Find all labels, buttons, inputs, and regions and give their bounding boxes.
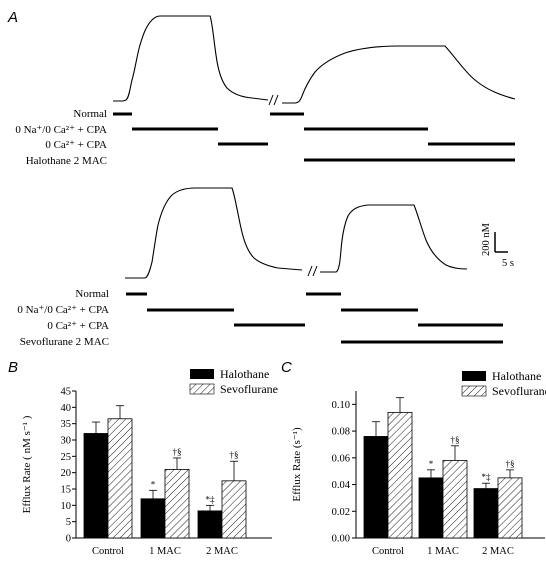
top-protocol: Normal 0 Na⁺/0 Ca²⁺ + CPA 0 Ca²⁺ + CPA H…	[15, 108, 515, 167]
significance-mark: *‡	[482, 472, 492, 482]
scale-bar-y-label: 200 nM	[481, 222, 492, 256]
bar-sevoflurane	[164, 468, 190, 539]
panel-c-chart: C 0.00 0.02 0.04 0.06 0.08 0.10 Efflux Rate (s⁻…	[281, 359, 546, 557]
bar-sevoflurane	[497, 477, 523, 539]
scale-bar-x-label: 5 s	[502, 258, 514, 269]
significance-mark: *	[429, 459, 434, 469]
y-tick-label: 0.04	[332, 480, 351, 491]
y-tick-label: 5	[66, 517, 71, 528]
axis-break-top	[268, 94, 279, 106]
x-category-label: 2 MAC	[482, 546, 514, 557]
y-tick-label: 30	[61, 436, 72, 447]
bottom-row-label-sevoflurane: Sevoflurane 2 MAC	[20, 336, 109, 348]
panel-a-letter: A	[7, 9, 18, 26]
y-tick-label: 0	[66, 534, 71, 545]
panel-letter-c: C	[281, 359, 292, 376]
bar-halothane	[83, 433, 109, 539]
y-tick-label: 0.08	[332, 427, 350, 438]
bottom-row-label-normal: Normal	[75, 288, 109, 300]
x-category-label: Control	[92, 546, 124, 557]
y-tick-label: 10	[61, 501, 72, 512]
y-tick-label: 0.00	[332, 534, 350, 545]
y-tick-label: 15	[61, 485, 72, 496]
significance-mark: *‡	[206, 494, 216, 504]
bottom-row-label-zero-ca-cpa: 0 Ca²⁺ + CPA	[47, 320, 109, 332]
bar-sevoflurane	[442, 460, 468, 539]
y-tick-label: 45	[61, 387, 72, 398]
x-category-label: 1 MAC	[427, 546, 459, 557]
legend-swatch-halothane	[190, 369, 214, 379]
bottom-row-label-zero-na-zero-ca-cpa: 0 Na⁺/0 Ca²⁺ + CPA	[17, 304, 109, 316]
legend-label-sevoflurane: Sevoflurane	[492, 384, 546, 398]
x-category-label: Control	[372, 546, 404, 557]
axis-break-bottom	[307, 265, 318, 277]
y-tick-label: 0.06	[332, 453, 350, 464]
trace-sevoflurane-2	[320, 204, 468, 273]
bar-sevoflurane	[221, 480, 247, 539]
bar-halothane	[197, 510, 223, 539]
legend-swatch-sevoflurane	[189, 383, 215, 395]
bottom-protocol: Normal 0 Na⁺/0 Ca²⁺ + CPA 0 Ca²⁺ + CPA S…	[17, 288, 503, 348]
x-category-label: 2 MAC	[206, 546, 238, 557]
bar-sevoflurane	[387, 411, 413, 539]
scale-bar: 200 nM 5 s	[481, 222, 514, 269]
y-axis-title: Efflux Rate (s⁻¹)	[291, 427, 303, 502]
bar-sevoflurane	[107, 418, 133, 539]
y-tick-label: 0.10	[332, 400, 350, 411]
trace-sevoflurane-1	[125, 187, 303, 279]
panel-b-chart: B 0 5 10 15 20 25 30 35 40 45 Efflux Rate ( nM s⁻¹ …	[8, 359, 278, 557]
y-tick-label: 0.02	[332, 507, 350, 518]
y-tick-label: 25	[61, 452, 72, 463]
bar-halothane	[140, 498, 166, 539]
y-tick-label: 40	[61, 403, 72, 414]
trace-halothane-2	[282, 45, 516, 104]
legend-label-halothane: Halothane	[220, 367, 269, 381]
significance-mark: *	[151, 479, 156, 489]
bar-halothane	[363, 436, 389, 539]
bar-halothane	[473, 488, 499, 539]
top-row-label-halothane: Halothane 2 MAC	[26, 155, 107, 167]
bar-halothane	[418, 477, 444, 539]
y-tick-label: 35	[61, 419, 72, 430]
significance-mark: †§	[506, 459, 515, 469]
x-category-label: 1 MAC	[149, 546, 181, 557]
significance-mark: †§	[230, 450, 239, 460]
legend-label-sevoflurane: Sevoflurane	[220, 382, 278, 396]
legend-swatch-sevoflurane	[461, 385, 487, 397]
significance-mark: †§	[173, 447, 182, 457]
top-row-label-normal: Normal	[73, 108, 107, 120]
y-axis-title: Efflux Rate ( nM s⁻¹ )	[21, 415, 33, 513]
trace-halothane-1	[113, 15, 269, 102]
y-tick-label: 20	[61, 468, 72, 479]
top-row-label-zero-ca-cpa: 0 Ca²⁺ + CPA	[45, 139, 107, 151]
panel-letter-b: B	[8, 359, 18, 376]
significance-mark: †§	[451, 435, 460, 445]
top-row-label-zero-na-zero-ca-cpa: 0 Na⁺/0 Ca²⁺ + CPA	[15, 124, 107, 136]
legend-swatch-halothane	[462, 371, 486, 381]
legend-label-halothane: Halothane	[492, 369, 541, 383]
